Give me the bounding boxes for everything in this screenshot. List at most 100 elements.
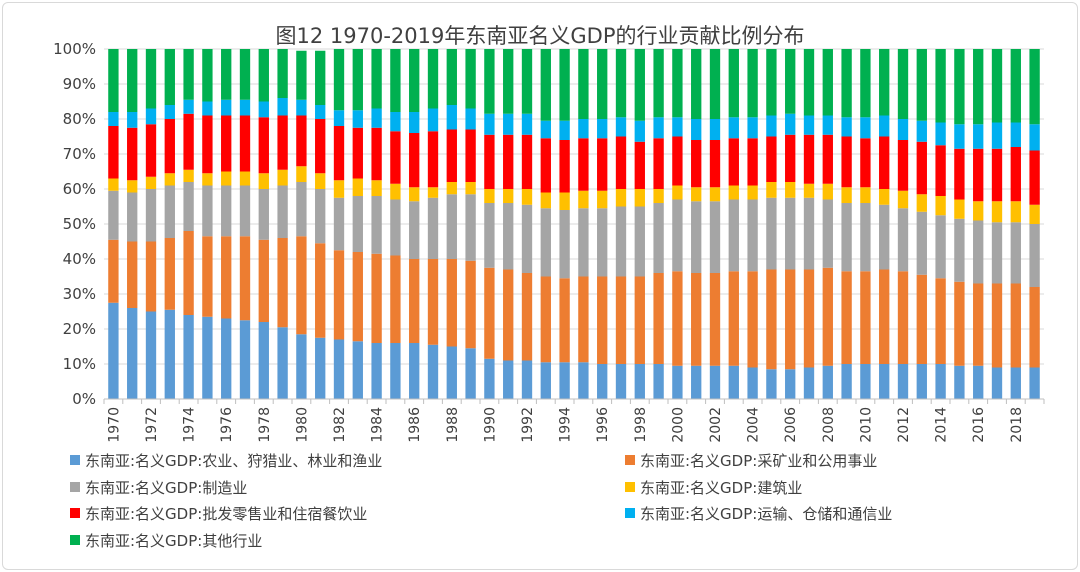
- bar-segment: [183, 169, 194, 182]
- bar-segment: [709, 49, 721, 119]
- bar-segment: [484, 203, 495, 268]
- x-tick-label: 1990: [482, 407, 498, 443]
- legend-item: 东南亚:名义GDP:其他行业: [70, 530, 262, 551]
- bar-segment: [897, 364, 909, 399]
- bar-segment: [634, 141, 645, 189]
- bar-segment: [991, 49, 1003, 123]
- bar-segment: [841, 187, 852, 203]
- bar-segment: [935, 215, 946, 279]
- bar-segment: [897, 190, 909, 209]
- bar-segment: [860, 271, 871, 364]
- bar-segment: [973, 365, 984, 399]
- bar-segment: [841, 49, 852, 118]
- bar-segment: [409, 259, 420, 343]
- bar-segment: [371, 196, 382, 254]
- bar-segment: [296, 50, 307, 100]
- bar-segment: [954, 281, 965, 366]
- bar-segment: [841, 136, 852, 188]
- bar-segment: [766, 369, 777, 399]
- bar-segment: [615, 49, 627, 118]
- bar-segment: [352, 252, 363, 342]
- y-tick-label: 90%: [63, 75, 96, 93]
- bar-segment: [559, 210, 570, 279]
- bar-segment: [559, 278, 570, 363]
- bar-segment: [521, 189, 533, 205]
- bar-segment: [446, 194, 457, 259]
- bar-segment: [803, 197, 815, 270]
- bar-segment: [841, 117, 852, 137]
- y-tick-label: 80%: [63, 110, 96, 128]
- x-tick-label: 1996: [595, 407, 611, 443]
- bar-segment: [145, 49, 157, 109]
- legend-swatch: [625, 508, 635, 518]
- bar-segment: [747, 199, 758, 272]
- bar-segment: [277, 238, 288, 328]
- bar-segment: [709, 201, 721, 273]
- bar-segment: [503, 49, 514, 114]
- bar-segment: [879, 364, 890, 399]
- bar-segment: [183, 113, 194, 170]
- bar-segment: [973, 124, 984, 149]
- bar-segment: [615, 136, 627, 189]
- bar-segment: [615, 206, 627, 277]
- bar-segment: [484, 49, 495, 114]
- bar-segment: [709, 273, 721, 366]
- bar-segment: [653, 364, 664, 399]
- bar-segment: [127, 49, 138, 112]
- bar-segment: [371, 180, 382, 196]
- bar-segment: [427, 197, 439, 259]
- bar-segment: [916, 211, 927, 275]
- bar-segment: [296, 166, 307, 182]
- bar-segment: [916, 274, 927, 364]
- bar-segment: [728, 185, 739, 200]
- bar-segment: [503, 360, 514, 399]
- bar-segment: [1029, 204, 1040, 224]
- legend-item: 东南亚:名义GDP:农业、狩猎业、林业和渔业: [70, 450, 382, 471]
- bar-segment: [747, 117, 758, 139]
- bar-segment: [691, 187, 702, 202]
- bar-segment: [841, 364, 852, 399]
- x-tick-label: 1982: [332, 407, 348, 443]
- bar-segment: [333, 180, 345, 198]
- bar-segment: [916, 49, 927, 121]
- bar-segment: [202, 173, 213, 186]
- bar-segment: [108, 190, 119, 240]
- bar-segment: [183, 231, 194, 315]
- bar-segment: [484, 267, 495, 359]
- x-tick-label: 1974: [182, 407, 198, 443]
- bar-segment: [822, 49, 833, 116]
- bar-segment: [390, 49, 401, 112]
- bar-segment: [333, 110, 345, 126]
- bar-segment: [164, 105, 175, 119]
- bar-segment: [352, 49, 363, 111]
- bar-segment: [296, 99, 307, 116]
- bar-segment: [127, 180, 138, 193]
- bar-segment: [352, 110, 363, 128]
- bar-segment: [503, 134, 514, 189]
- bar-segment: [108, 112, 119, 126]
- bar-segment: [935, 145, 946, 196]
- bar-segment: [691, 365, 702, 399]
- bar-segment: [785, 134, 796, 182]
- bar-segment: [973, 220, 984, 284]
- y-tick-label: 100%: [53, 40, 96, 58]
- bar-segment: [653, 189, 664, 203]
- x-tick-label: 1976: [219, 407, 235, 443]
- bar-segment: [653, 138, 664, 189]
- x-tick-label: 1986: [407, 407, 423, 443]
- bar-segment: [822, 115, 833, 135]
- bar-segment: [145, 176, 157, 189]
- bar-segment: [691, 273, 702, 366]
- x-tick-label: 1998: [633, 407, 649, 443]
- bar-segment: [164, 185, 175, 238]
- bar-segment: [390, 255, 401, 343]
- bar-segment: [427, 187, 439, 198]
- bar-segment: [822, 267, 833, 366]
- bar-segment: [897, 119, 909, 140]
- bar-segment: [108, 126, 119, 179]
- bar-segment: [315, 189, 326, 244]
- bar-segment: [465, 348, 476, 399]
- bar-segment: [897, 208, 909, 272]
- bar-segment: [352, 178, 363, 196]
- bar-segment: [559, 49, 570, 121]
